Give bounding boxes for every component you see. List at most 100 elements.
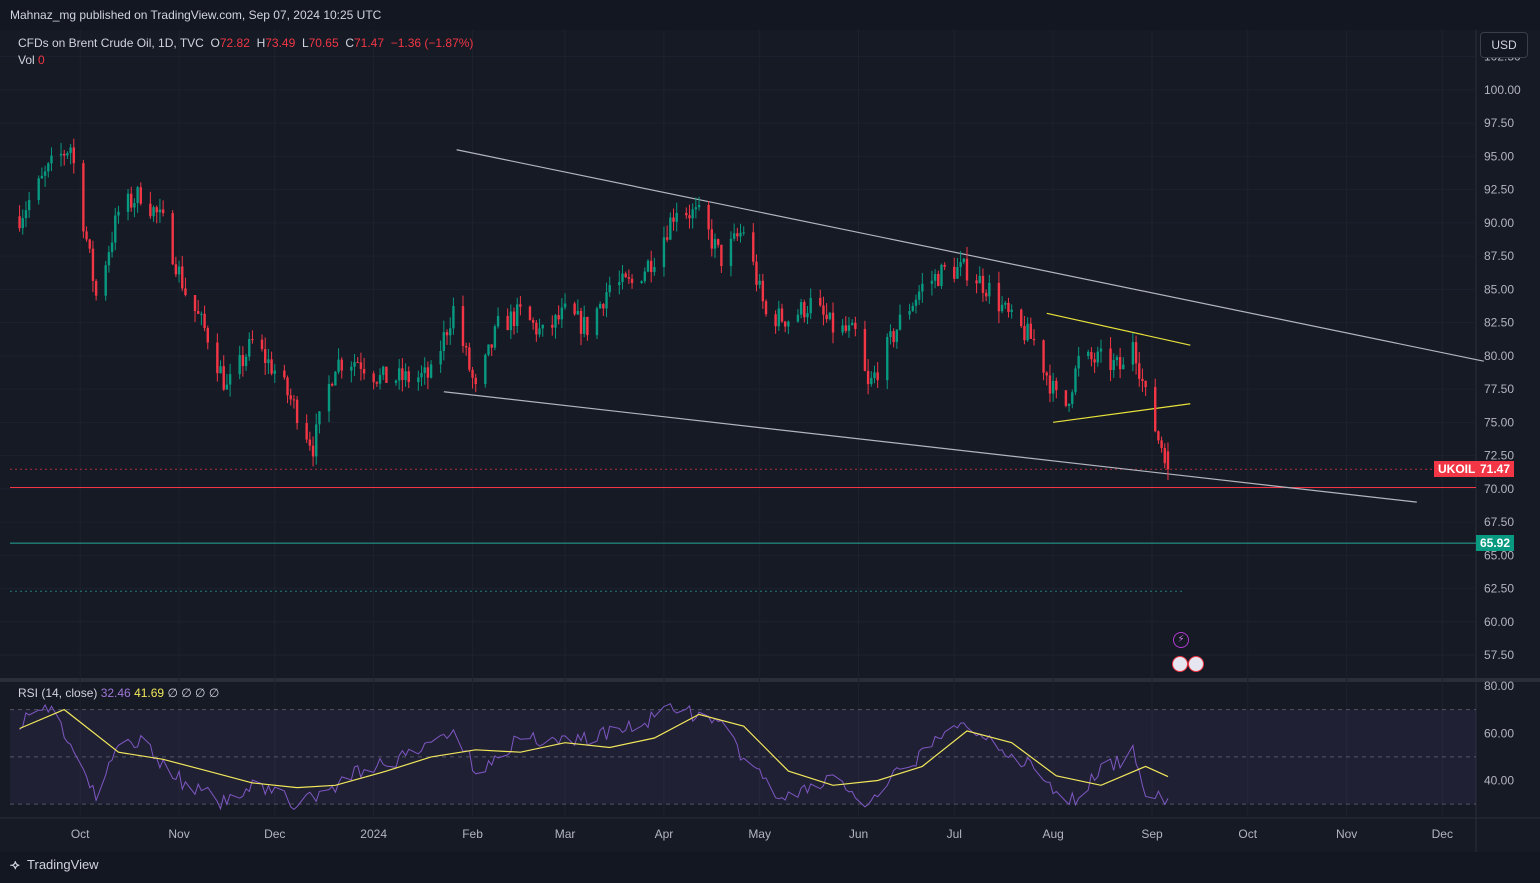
us-flag-icon-2[interactable] bbox=[1188, 656, 1204, 672]
candle-body bbox=[327, 384, 331, 412]
candle-body bbox=[1138, 363, 1141, 379]
candle-body bbox=[844, 325, 847, 331]
trendline-channel-top bbox=[456, 149, 1484, 362]
symbol-title[interactable]: CFDs on Brent Crude Oil, 1D, TVC bbox=[18, 36, 204, 50]
price-chart[interactable]: 102.50100.0097.5095.0092.5090.0087.5085.… bbox=[0, 0, 1540, 852]
candle-body bbox=[758, 280, 761, 285]
vol-label[interactable]: Vol bbox=[18, 53, 35, 67]
candle-body bbox=[736, 233, 739, 237]
symbol-legend: CFDs on Brent Crude Oil, 1D, TVC O72.82 … bbox=[18, 35, 473, 69]
candle-body bbox=[1064, 390, 1068, 406]
chart-area[interactable] bbox=[0, 30, 1540, 852]
rsi-ma-value: 41.69 bbox=[134, 686, 165, 700]
candle-body bbox=[88, 239, 91, 249]
candle-body bbox=[799, 302, 803, 315]
candle-body bbox=[1131, 342, 1135, 365]
candle-body bbox=[729, 238, 733, 267]
candle-body bbox=[452, 306, 455, 329]
price-tick-label: 72.50 bbox=[1484, 449, 1514, 463]
change-value: −1.36 (−1.87%) bbox=[390, 36, 474, 50]
candle-body bbox=[82, 163, 85, 232]
candle-body bbox=[956, 267, 959, 279]
candle-body bbox=[618, 282, 621, 286]
candle-body bbox=[653, 267, 656, 273]
candle-body bbox=[1134, 342, 1138, 364]
time-tick-label: Mar bbox=[555, 827, 576, 841]
candle-body bbox=[493, 326, 497, 348]
candle-body bbox=[819, 297, 822, 306]
candle-body bbox=[643, 271, 647, 282]
candle-body bbox=[850, 322, 854, 326]
candle-body bbox=[264, 349, 267, 364]
candle-body bbox=[560, 307, 564, 320]
price-tick-label: 90.00 bbox=[1484, 216, 1514, 230]
candle-body bbox=[193, 295, 197, 312]
candle-body bbox=[598, 304, 602, 309]
candle-body bbox=[181, 266, 184, 289]
candle-body bbox=[621, 273, 624, 283]
candle-body bbox=[694, 207, 698, 210]
candle-body bbox=[965, 258, 969, 281]
candle-body bbox=[984, 292, 988, 297]
candle-body bbox=[608, 285, 611, 293]
tradingview-logo-icon[interactable]: ⟢ bbox=[10, 857, 20, 872]
candle-body bbox=[136, 187, 139, 203]
candle-body bbox=[764, 301, 768, 315]
candle-body bbox=[914, 299, 918, 306]
candle-body bbox=[943, 264, 946, 267]
candle-body bbox=[152, 207, 155, 217]
candle-body bbox=[1032, 338, 1036, 341]
candle-body bbox=[283, 370, 286, 378]
candle-body bbox=[487, 344, 490, 355]
candle-body bbox=[713, 239, 717, 249]
candle-body bbox=[353, 362, 356, 367]
candle-body bbox=[244, 356, 248, 367]
candle-body bbox=[978, 275, 981, 284]
candle-body bbox=[662, 237, 666, 268]
rsi-extra-values: ∅ ∅ ∅ ∅ bbox=[167, 686, 220, 700]
candle-body bbox=[1160, 440, 1163, 449]
time-tick-label: Oct bbox=[1238, 827, 1257, 841]
time-tick-label: Sep bbox=[1141, 827, 1163, 841]
candle-body bbox=[133, 202, 136, 208]
candle-body bbox=[1020, 309, 1023, 326]
us-flag-icon[interactable] bbox=[1172, 656, 1188, 672]
candle-body bbox=[953, 266, 956, 279]
candle-body bbox=[697, 204, 701, 208]
lightning-icon[interactable]: ⚡ bbox=[1173, 632, 1189, 648]
rsi-label[interactable]: RSI (14, close) bbox=[18, 686, 98, 700]
candle-body bbox=[1099, 348, 1103, 352]
candle-body bbox=[825, 314, 828, 320]
trendline-channel-bottom bbox=[443, 391, 1417, 503]
candle-body bbox=[672, 217, 675, 222]
tradingview-brand[interactable]: TradingView bbox=[27, 857, 99, 872]
candle-body bbox=[350, 366, 353, 371]
price-tick-label: 85.00 bbox=[1484, 282, 1514, 296]
publisher-bar: Mahnaz_mg published on TradingView.com, … bbox=[0, 0, 1540, 30]
price-tick-label: 62.50 bbox=[1484, 582, 1514, 596]
candle-body bbox=[420, 372, 423, 378]
candle-body bbox=[248, 339, 251, 357]
candle-body bbox=[774, 314, 777, 327]
candle-body bbox=[847, 325, 851, 331]
time-tick-label: Aug bbox=[1042, 827, 1063, 841]
candle-body bbox=[382, 366, 385, 375]
candle-body bbox=[439, 351, 442, 365]
candle-body bbox=[921, 283, 924, 292]
candle-body bbox=[69, 147, 72, 154]
candle-body bbox=[251, 339, 254, 341]
candle-body bbox=[937, 274, 940, 287]
candle-body bbox=[528, 306, 532, 321]
trendline-wedge-bottom bbox=[1053, 403, 1191, 423]
candle-body bbox=[739, 232, 742, 237]
candle-body bbox=[340, 359, 343, 371]
time-tick-label: Jul bbox=[947, 827, 962, 841]
candle-body bbox=[21, 218, 24, 229]
candle-body bbox=[1029, 323, 1032, 339]
candle-body bbox=[962, 258, 966, 263]
candle-body bbox=[404, 371, 407, 380]
candle-body bbox=[1112, 360, 1115, 371]
currency-button[interactable]: USD bbox=[1480, 32, 1528, 58]
candle-body bbox=[426, 367, 430, 378]
candle-body bbox=[554, 315, 557, 328]
